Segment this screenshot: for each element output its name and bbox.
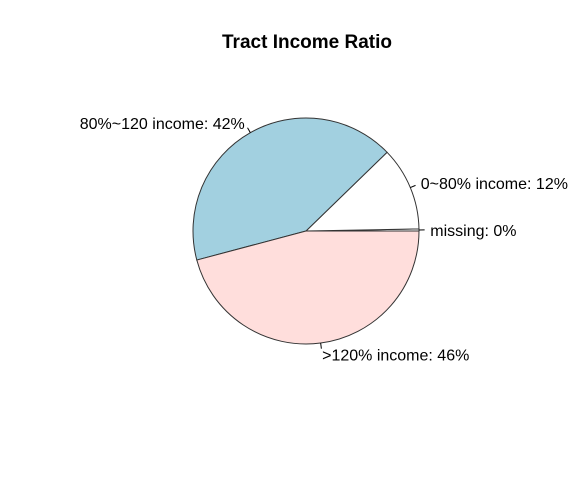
slice-label-120-income: >120% income: 46% <box>322 347 469 364</box>
label-tick-80-120-income <box>247 127 251 133</box>
slice-label-80-120-income: 80%~120 income: 42% <box>80 116 245 133</box>
slice-labels: missing: 0% 0~80% income: 12% 80%~120 inco… <box>80 116 568 364</box>
slice-label-missing: missing: 0% <box>430 223 516 240</box>
label-ticks <box>247 127 425 349</box>
pie-slice-120-income <box>196 230 420 345</box>
label-tick-120-income <box>320 342 322 349</box>
chart-title: Tract Income Ratio <box>222 32 392 53</box>
slice-label-0-80-income: 0~80% income: 12% <box>421 176 568 193</box>
pie-slice-80-120-income <box>192 117 388 261</box>
pie-slices <box>192 117 420 345</box>
label-tick-0-80-income <box>410 184 416 189</box>
